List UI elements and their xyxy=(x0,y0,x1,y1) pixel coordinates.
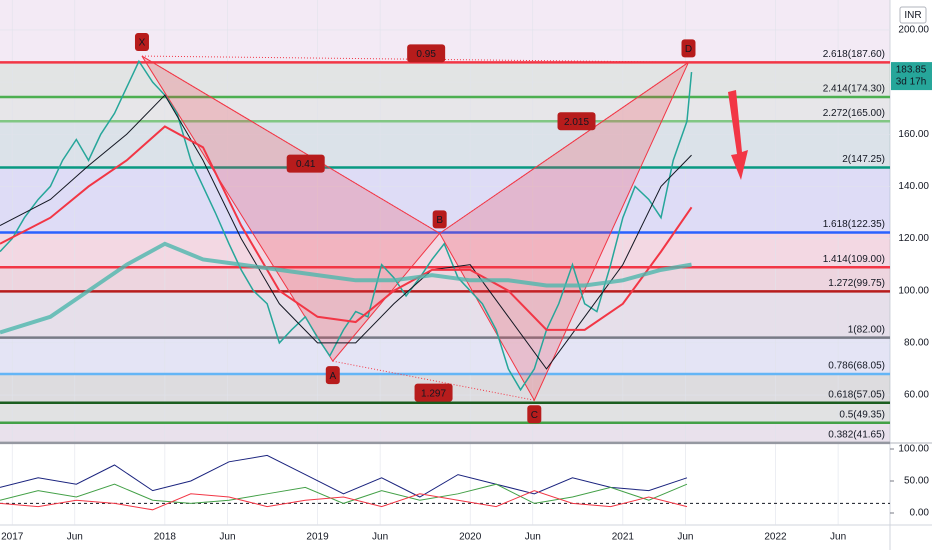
ratio-label: 2.015 xyxy=(564,117,589,128)
fib-label: 2.272(165.00) xyxy=(823,108,885,119)
last-price: 183.85 xyxy=(896,65,927,76)
osc-line xyxy=(0,483,688,504)
fib-zone xyxy=(0,337,890,375)
pattern-point-label: A xyxy=(329,371,336,382)
osc-tick-label: 100.00 xyxy=(898,444,929,455)
x-tick-label: 2018 xyxy=(154,532,177,543)
fib-label: 1.414(109.00) xyxy=(823,254,885,265)
pattern-link xyxy=(439,61,689,234)
pattern-point-label: C xyxy=(531,410,538,421)
price-line xyxy=(0,241,692,335)
pattern-point-label: B xyxy=(436,215,443,226)
fib-zone xyxy=(0,121,890,168)
fib-zone xyxy=(0,232,890,268)
arrow xyxy=(728,90,748,180)
x-tick-label: 2021 xyxy=(612,532,635,543)
x-tick-label: Jun xyxy=(830,532,846,543)
osc-line xyxy=(0,454,688,498)
ratio-label: 0.95 xyxy=(416,49,436,60)
fib-label: 0.786(68.05) xyxy=(828,361,885,372)
osc-line xyxy=(0,490,688,511)
x-tick-label: 2017 xyxy=(1,532,24,543)
x-tick-label: 2020 xyxy=(459,532,482,543)
x-tick-label: Jun xyxy=(219,532,235,543)
pattern-point-badge xyxy=(134,33,149,52)
currency: INR xyxy=(904,10,921,21)
fib-label: 0.5(49.35) xyxy=(839,409,885,420)
pattern-point-label: X xyxy=(139,38,146,49)
fib-zone xyxy=(0,291,890,338)
countdown: 3d 17h xyxy=(896,77,927,88)
x-tick-label: Jun xyxy=(525,532,541,543)
fib-label: 1.618(122.35) xyxy=(823,219,885,230)
fib-label: 2.618(187.60) xyxy=(823,49,885,60)
osc-tick-label: 0.00 xyxy=(910,508,930,519)
ratio-badge xyxy=(286,154,325,173)
fib-label: 0.618(57.05) xyxy=(828,389,885,400)
y-tick-label: 100.00 xyxy=(898,285,929,296)
fib-label: 1.272(99.75) xyxy=(828,278,885,289)
y-tick-label: 120.00 xyxy=(898,233,929,244)
x-tick-label: Jun xyxy=(67,532,83,543)
fib-label: 2.414(174.30) xyxy=(823,84,885,95)
fib-zone xyxy=(0,402,890,423)
fib-zone xyxy=(0,96,890,122)
pattern-point-badge xyxy=(432,210,447,229)
price-line xyxy=(0,94,692,370)
pattern-point-badge xyxy=(527,405,542,424)
ratio-label: 0.41 xyxy=(296,159,316,170)
currency-badge[interactable] xyxy=(899,6,927,24)
pattern-link xyxy=(332,360,535,401)
x-tick-label: 2019 xyxy=(306,532,329,543)
x-tick-label: 2022 xyxy=(764,532,787,543)
x-tick-label: Jun xyxy=(677,532,693,543)
last-price-badge xyxy=(891,62,932,91)
fib-label: 1(82.00) xyxy=(848,324,885,335)
ratio-badge xyxy=(414,383,453,402)
price-axis xyxy=(890,0,932,550)
fib-zone xyxy=(0,422,890,443)
pattern-link xyxy=(141,55,440,234)
y-tick-label: 80.00 xyxy=(904,338,929,349)
y-tick-label: 60.00 xyxy=(904,390,929,401)
ratio-badge xyxy=(557,112,596,131)
x-tick-label: Jun xyxy=(372,532,388,543)
osc-tick-label: 50.00 xyxy=(904,476,929,487)
y-tick-label: 200.00 xyxy=(898,25,929,36)
y-tick-label: 140.00 xyxy=(898,181,929,192)
ratio-badge xyxy=(407,44,446,63)
fib-label: 2(147.25) xyxy=(842,154,885,165)
fib-zone xyxy=(0,62,890,97)
fib-zone xyxy=(0,267,890,292)
pattern-point-label: D xyxy=(685,44,692,55)
fib-label: 0.382(41.65) xyxy=(828,430,885,441)
y-tick-label: 160.00 xyxy=(898,129,929,140)
ratio-label: 1.297 xyxy=(421,388,446,399)
pattern-point-badge xyxy=(325,366,340,385)
pattern-point-badge xyxy=(681,39,696,58)
price-line xyxy=(0,125,693,331)
